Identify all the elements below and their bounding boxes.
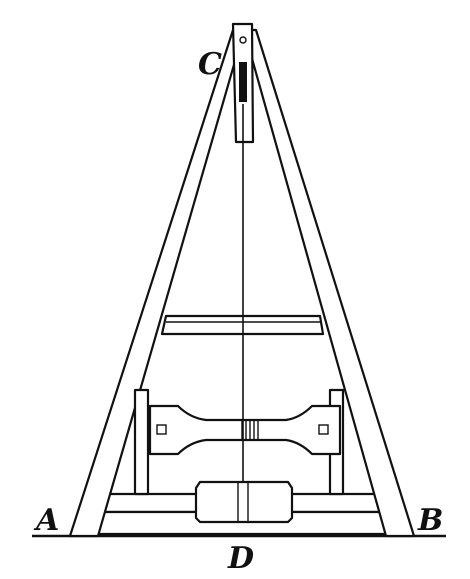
plumb-weight (194, 480, 294, 524)
label-d: D (227, 541, 254, 576)
pivot-pin (239, 36, 247, 44)
label-a: A (33, 503, 59, 538)
center-notch-marks (241, 420, 259, 440)
label-b: B (417, 503, 443, 538)
slot (239, 62, 247, 102)
left-post (133, 388, 150, 496)
label-c: C (198, 47, 222, 82)
middle-strut (148, 404, 342, 456)
left-leg (68, 28, 246, 538)
top-hanger-plate (231, 22, 255, 144)
left-bolt-hole (156, 424, 167, 435)
right-bolt-hole (318, 424, 329, 435)
